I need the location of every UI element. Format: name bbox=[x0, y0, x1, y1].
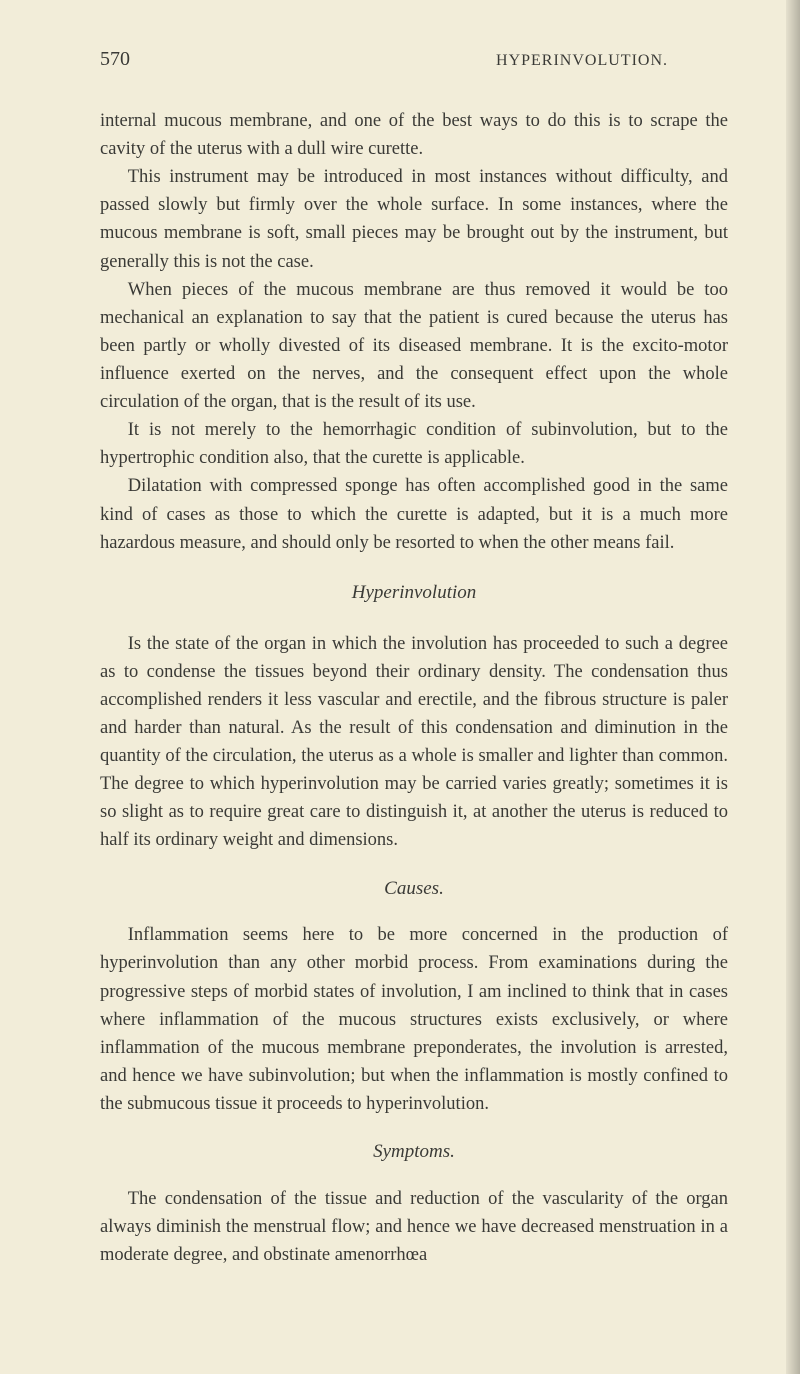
paragraph: Dilatation with compressed sponge has of… bbox=[100, 472, 728, 556]
page-header: 570 HYPERINVOLUTION. bbox=[100, 48, 728, 71]
section-heading-symptoms: Symptoms. bbox=[100, 1138, 728, 1167]
paragraph: internal mucous membrane, and one of the… bbox=[100, 107, 728, 163]
page-number: 570 bbox=[100, 48, 130, 71]
paragraph: This instrument may be introduced in mos… bbox=[100, 163, 728, 275]
section-heading-hyperinvolution: Hyperinvolution bbox=[100, 579, 728, 608]
paragraph: Is the state of the organ in which the i… bbox=[100, 630, 728, 855]
paragraph: It is not merely to the hemorrhagic cond… bbox=[100, 416, 728, 472]
paragraph: The condensation of the tissue and reduc… bbox=[100, 1185, 728, 1269]
paragraph: Inflammation seems here to be more conce… bbox=[100, 921, 728, 1118]
running-title: HYPERINVOLUTION. bbox=[496, 52, 668, 70]
paragraph: When pieces of the mucous membrane are t… bbox=[100, 276, 728, 417]
section-heading-causes: Causes. bbox=[100, 875, 728, 904]
page-body: internal mucous membrane, and one of the… bbox=[100, 107, 728, 1269]
